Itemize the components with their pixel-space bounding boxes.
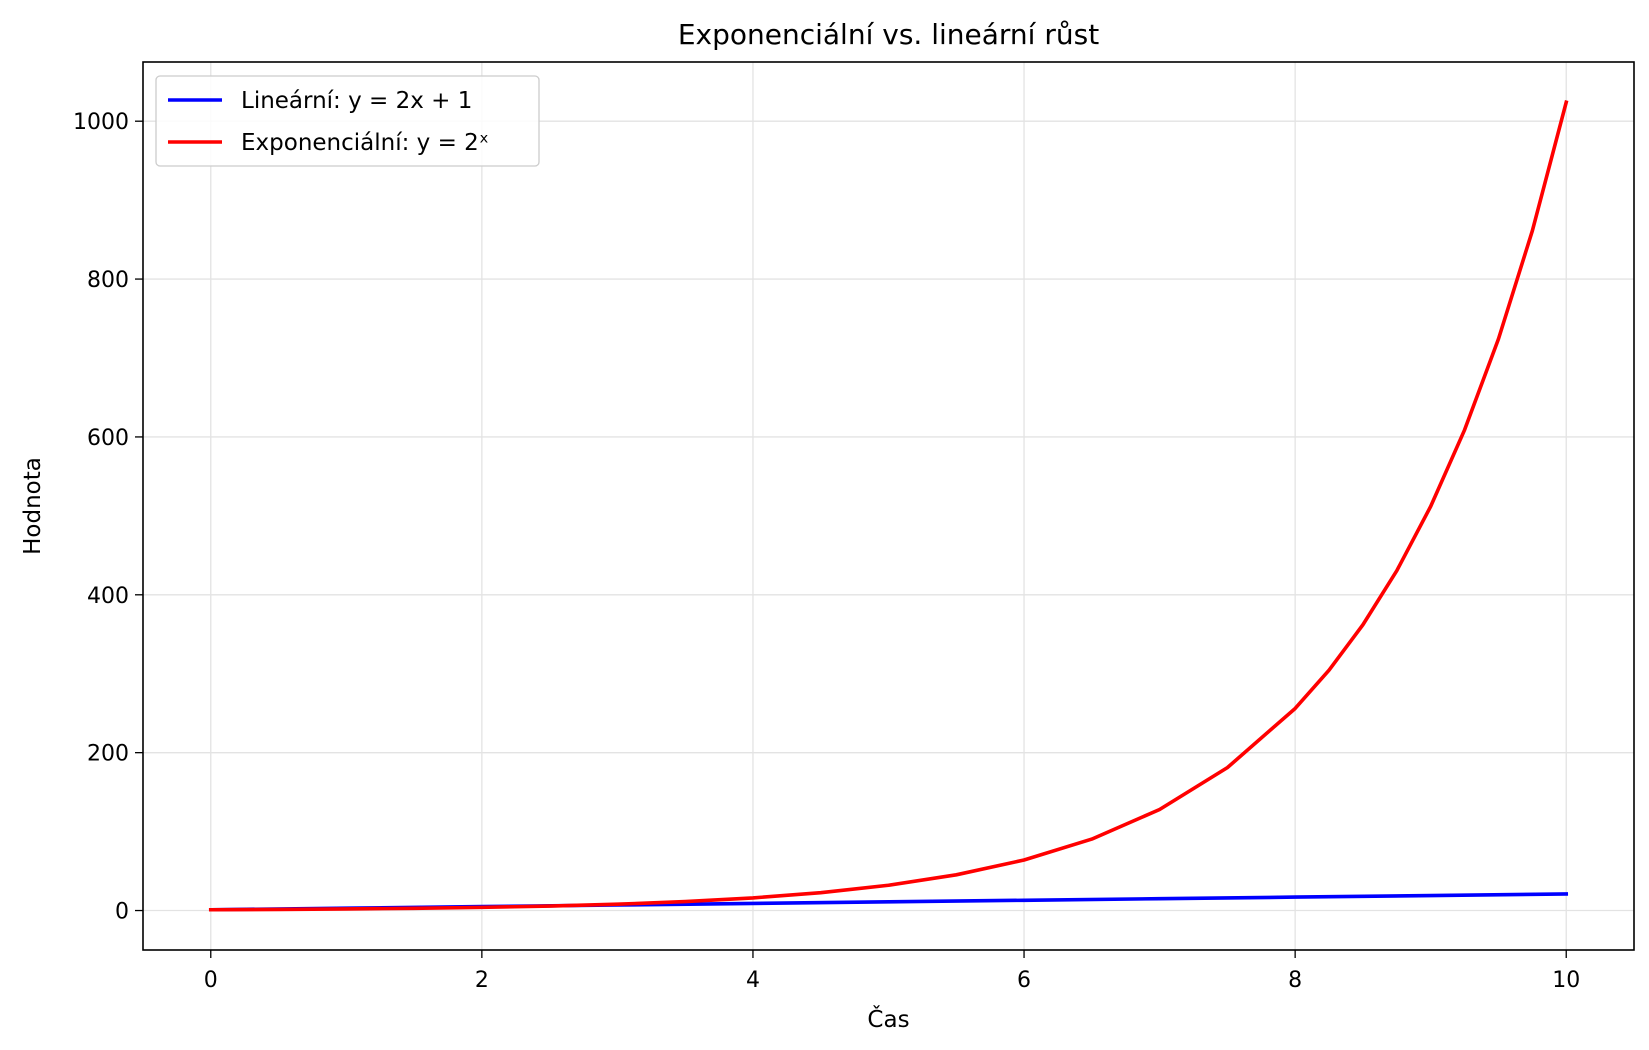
plot-frame [142,61,1635,951]
x-tick-label: 4 [746,968,760,993]
y-axis-title: Hodnota [20,457,46,555]
grid [143,62,1634,950]
x-tick-label: 10 [1552,968,1580,993]
y-tick-label: 0 [115,900,129,925]
series-layer [208,100,1569,912]
x-tick-label: 8 [1288,968,1302,993]
x-axis-title: Čas [867,1005,909,1033]
y-tick-label: 400 [87,584,129,609]
x-tick-label: 0 [204,968,218,993]
ticks: 0 2 4 6 8 10 0 200 400 600 800 1000 [73,110,1580,993]
x-tick-label: 2 [475,968,489,993]
series-line-1 [208,100,1569,912]
y-tick-label: 200 [87,742,129,767]
chart-title: Exponenciální vs. lineární růst [678,18,1099,51]
legend-label-0: Lineární: y = 2x + 1 [241,88,472,114]
y-tick-label: 800 [87,268,129,293]
y-tick-label: 1000 [73,110,129,135]
legend-box [155,75,540,167]
x-tick-label: 6 [1017,968,1031,993]
legend: Lineární: y = 2x + 1 Exponenciální: y = 2… [155,75,540,167]
legend-label-1: Exponenciální: y = 2ˣ [241,130,489,156]
y-tick-label: 600 [87,426,129,451]
